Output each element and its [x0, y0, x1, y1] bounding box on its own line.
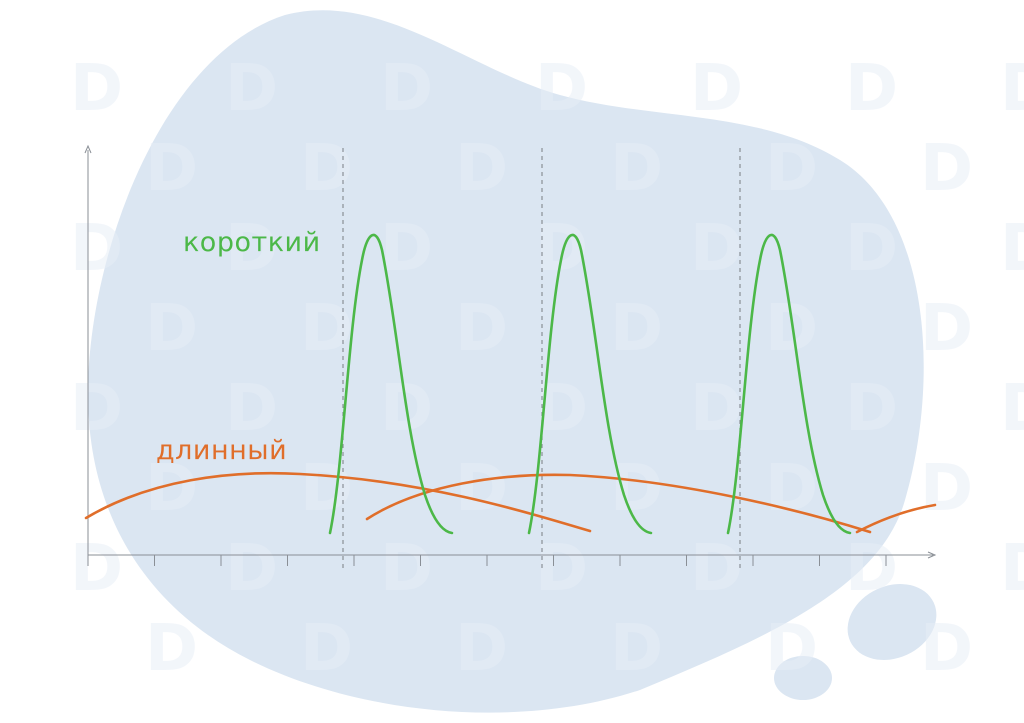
- watermark-letter: D: [920, 132, 973, 206]
- watermark-letter: D: [70, 52, 123, 126]
- watermark-letter: D: [1000, 212, 1024, 286]
- watermark-letter: D: [610, 452, 663, 526]
- watermark-letter: D: [300, 452, 353, 526]
- long-curve-1: [84, 471, 592, 533]
- watermark-letter: D: [300, 132, 353, 206]
- long-label: длинный: [156, 435, 287, 466]
- watermark-letter: D: [920, 612, 973, 686]
- long-curves: [84, 471, 937, 534]
- watermark-letter: D: [920, 292, 973, 366]
- watermark-letter: D: [380, 52, 433, 126]
- watermark-letter: D: [455, 452, 508, 526]
- watermark-letter: D: [70, 532, 123, 606]
- background-blob: [87, 10, 924, 713]
- watermark-letter: D: [845, 532, 898, 606]
- watermark-letter: D: [380, 212, 433, 286]
- watermark-letter: D: [455, 612, 508, 686]
- watermark-letter: D: [455, 132, 508, 206]
- y-axis-arrow: [84, 144, 92, 154]
- watermark-letter: D: [765, 612, 818, 686]
- watermark-letter: D: [535, 212, 588, 286]
- watermark-letter: D: [920, 452, 973, 526]
- watermark-letter: D: [145, 612, 198, 686]
- watermark-letter: D: [690, 212, 743, 286]
- watermark-letter: D: [225, 372, 278, 446]
- watermark-letter: D: [1000, 532, 1024, 606]
- background-bubble-large: [847, 584, 937, 660]
- watermark-letter: D: [70, 372, 123, 446]
- watermark-letter: D: [535, 52, 588, 126]
- watermark-letter: D: [300, 292, 353, 366]
- dashed-markers: [342, 148, 741, 568]
- x-axis-arrow: [927, 551, 937, 559]
- watermark-letter: D: [610, 132, 663, 206]
- watermark-letter: D: [300, 612, 353, 686]
- short-pulse-1: [328, 233, 454, 535]
- watermark-letter: D: [225, 212, 278, 286]
- short-curves: [328, 233, 852, 535]
- watermark-letter: D: [690, 372, 743, 446]
- watermark-letter: D: [225, 52, 278, 126]
- watermark-letter: D: [845, 372, 898, 446]
- watermark-letter: D: [610, 612, 663, 686]
- long-curve-2: [365, 473, 872, 534]
- axes: [84, 144, 937, 559]
- watermark-pattern: D D D D D DD D D D D DD D D D D DD D D D D DD D D D D DD D D D D DD D D D…: [70, 52, 1024, 686]
- watermark-letter: D: [380, 532, 433, 606]
- watermark-letter: D: [455, 292, 508, 366]
- watermark-letter: D: [690, 52, 743, 126]
- short-pulse-2: [527, 233, 653, 535]
- background-bubble-small: [774, 656, 832, 700]
- watermark-letter: D: [145, 292, 198, 366]
- watermark-letter: D: [225, 532, 278, 606]
- watermark-letter: D: [1000, 372, 1024, 446]
- x-axis-ticks: [87, 555, 887, 566]
- watermark-letter: D: [1000, 52, 1024, 126]
- short-pulse-3: [726, 233, 852, 535]
- short-label: короткий: [183, 227, 321, 258]
- long-curve-3: [855, 503, 937, 534]
- watermark-letter: D: [610, 292, 663, 366]
- watermark-letter: D: [765, 292, 818, 366]
- watermark-letter: D: [845, 212, 898, 286]
- watermark-letter: D: [765, 132, 818, 206]
- watermark-letter: D: [70, 212, 123, 286]
- watermark-letter: D: [145, 132, 198, 206]
- watermark-letter: D: [845, 52, 898, 126]
- watermark-letter: D: [690, 532, 743, 606]
- watermark-letter: D: [535, 532, 588, 606]
